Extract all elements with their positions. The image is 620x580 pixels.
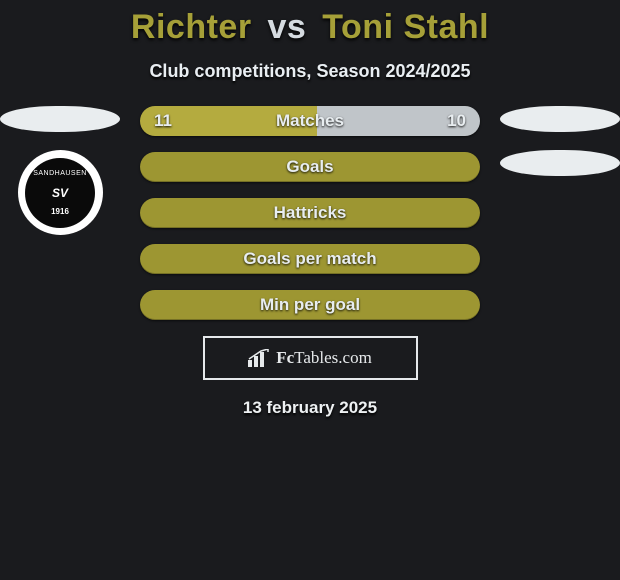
vs-label: vs	[268, 8, 307, 46]
club-badge-inner: SANDHAUSEN SV 1916	[25, 158, 95, 228]
stat-label: Min per goal	[260, 295, 360, 315]
stat-value-right: 10	[447, 111, 466, 131]
player-photo-placeholder	[500, 106, 620, 132]
stat-bar: 11 10 Matches	[140, 106, 480, 136]
fctables-icon	[248, 349, 270, 367]
stat-bar: Min per goal	[140, 290, 480, 320]
club-badge-placeholder	[500, 150, 620, 176]
stat-value-left: 11	[154, 111, 172, 131]
stat-bar: Goals per match	[140, 244, 480, 274]
stat-label: Hattricks	[274, 203, 347, 223]
badge-center-text: SV	[52, 186, 68, 200]
fctables-watermark: FcTables.com	[203, 336, 418, 380]
snapshot-date: 13 february 2025	[0, 398, 620, 418]
left-player-column: SANDHAUSEN SV 1916	[0, 106, 120, 235]
stat-bars: 11 10 Matches Goals Hattricks Goals per match…	[140, 106, 480, 320]
fctables-rest: Tables.com	[294, 348, 372, 367]
club-badge-sandhausen: SANDHAUSEN SV 1916	[18, 150, 103, 235]
stat-label: Goals per match	[243, 249, 376, 269]
player-photo-placeholder	[0, 106, 120, 132]
right-player-column	[500, 106, 620, 194]
fctables-text: FcTables.com	[276, 348, 372, 368]
player-right-name: Toni Stahl	[322, 8, 489, 46]
stats-stage: SANDHAUSEN SV 1916 11 10 Matches Goals Hattr…	[0, 106, 620, 418]
player-left-name: Richter	[131, 8, 252, 46]
stat-bar: Hattricks	[140, 198, 480, 228]
stat-bar: Goals	[140, 152, 480, 182]
badge-top-text: SANDHAUSEN	[33, 170, 87, 177]
comparison-card: Richter vs Toni Stahl Club competitions,…	[0, 0, 620, 418]
fctables-bold: Fc	[276, 348, 294, 367]
stat-label: Matches	[276, 111, 344, 131]
subtitle: Club competitions, Season 2024/2025	[0, 61, 620, 82]
stat-label: Goals	[286, 157, 333, 177]
badge-bottom-text: 1916	[51, 207, 69, 216]
page-title: Richter vs Toni Stahl	[0, 8, 620, 47]
